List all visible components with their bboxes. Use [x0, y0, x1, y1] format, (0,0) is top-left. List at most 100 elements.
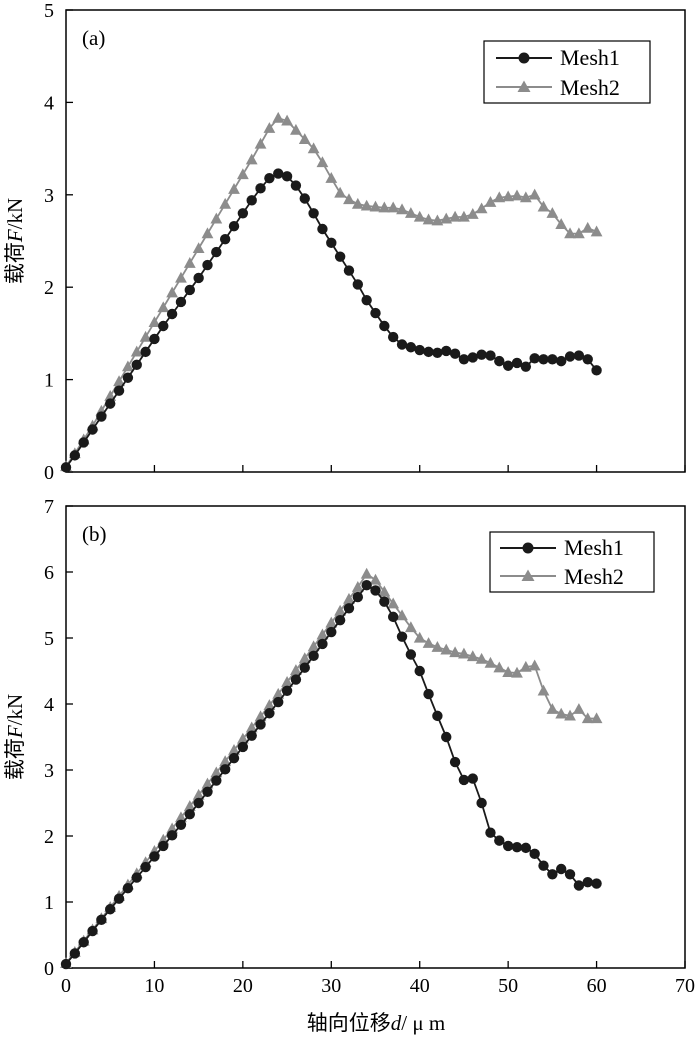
data-point-mesh2: [502, 666, 515, 677]
data-point-mesh1: [334, 251, 346, 262]
data-point-mesh2: [175, 811, 187, 823]
data-point-mesh2: [528, 188, 541, 200]
data-point-mesh1: [96, 411, 107, 422]
data-point-mesh1: [131, 359, 142, 371]
data-point-mesh1: [113, 893, 125, 904]
data-point-mesh2: [343, 193, 355, 205]
data-point-mesh1: [573, 880, 585, 891]
data-point-mesh2: [334, 604, 347, 616]
data-point-mesh2: [272, 687, 285, 699]
data-point-mesh1: [547, 869, 558, 880]
data-point-mesh2: [192, 242, 205, 254]
data-point-mesh1: [299, 193, 310, 204]
data-point-mesh1: [511, 842, 523, 853]
data-point-mesh1: [582, 354, 593, 365]
data-point-mesh1: [78, 437, 89, 448]
y-tick-label: 3: [44, 185, 54, 207]
y-tick-label: 1: [44, 892, 54, 914]
data-point-mesh2: [573, 703, 585, 714]
data-point-mesh1: [511, 357, 523, 369]
data-point-mesh1: [494, 355, 505, 367]
data-point-mesh1: [202, 259, 213, 271]
data-point-mesh2: [245, 153, 258, 165]
x-axis-title-variable: d: [391, 1011, 402, 1035]
data-point-mesh2: [228, 744, 240, 755]
legend-box: [489, 531, 655, 593]
legend-label-mesh1: Mesh1: [564, 535, 624, 560]
data-point-mesh1: [140, 861, 151, 873]
data-point-mesh1: [308, 650, 319, 662]
data-point-mesh2: [263, 699, 276, 710]
y-axis-title-variable: F: [3, 229, 27, 243]
data-point-mesh1: [166, 830, 178, 841]
data-point-mesh1: [396, 631, 408, 642]
data-point-mesh2: [502, 190, 515, 202]
data-point-mesh2: [369, 573, 382, 585]
data-point-mesh1: [467, 352, 478, 363]
data-point-mesh2: [298, 133, 311, 145]
data-point-mesh1: [547, 354, 558, 365]
data-point-mesh1: [299, 662, 310, 673]
data-point-mesh1: [184, 284, 195, 296]
data-point-mesh2: [157, 301, 170, 313]
data-point-mesh1: [308, 208, 319, 219]
x-tick-label: 20: [233, 975, 253, 997]
data-point-mesh1: [184, 809, 195, 820]
data-point-mesh1: [175, 296, 187, 308]
data-point-mesh1: [69, 948, 81, 959]
data-point-mesh1: [211, 775, 222, 786]
x-tick-label: 60: [587, 975, 607, 997]
data-point-mesh1: [326, 237, 337, 249]
data-point-mesh1: [237, 208, 249, 219]
data-point-mesh1: [405, 342, 417, 353]
y-tick-label: 7: [44, 496, 54, 518]
data-point-mesh1: [158, 320, 169, 332]
y-axis-title-unit: /kN: [3, 694, 27, 726]
data-point-mesh2: [413, 631, 426, 643]
data-point-mesh2: [387, 201, 400, 213]
data-point-mesh2: [431, 214, 444, 226]
x-axis-title: 轴向位移d/ μ m: [307, 1011, 445, 1035]
data-point-mesh2: [581, 221, 594, 233]
data-point-mesh2: [130, 345, 143, 357]
data-point-mesh1: [529, 848, 540, 860]
data-point-mesh1: [379, 320, 390, 332]
data-point-mesh2: [263, 122, 276, 133]
data-point-mesh1: [96, 914, 107, 926]
legend: Mesh1 Mesh2: [483, 40, 651, 104]
data-point-mesh1: [352, 591, 364, 603]
data-point-mesh2: [511, 189, 523, 201]
data-point-mesh2: [413, 210, 426, 222]
data-point-mesh2: [475, 202, 488, 214]
data-point-mesh1: [432, 347, 443, 358]
data-point-mesh1: [122, 372, 134, 383]
data-point-mesh1: [317, 223, 328, 235]
data-point-mesh1: [264, 708, 275, 719]
data-point-mesh2: [228, 183, 240, 194]
legend-label-mesh2: Mesh2: [564, 564, 624, 589]
data-point-mesh2: [519, 660, 532, 672]
y-tick-label: 2: [44, 826, 54, 848]
data-point-mesh1: [529, 353, 540, 364]
data-point-mesh1: [193, 797, 204, 809]
data-point-mesh1: [352, 279, 364, 290]
panel-a: 0 1 2 3 4 5 (a) 载荷F/kN Mesh1 Mesh2: [3, 0, 686, 484]
data-point-mesh1: [343, 603, 355, 614]
data-point-mesh1: [273, 696, 284, 708]
data-point-mesh1: [290, 674, 302, 685]
legend-box: [483, 40, 651, 104]
y-tick-label: 3: [44, 760, 54, 782]
data-point-mesh1: [273, 168, 284, 179]
data-point-mesh2: [484, 656, 497, 668]
data-point-mesh2: [166, 286, 178, 298]
data-point-mesh2: [298, 652, 311, 664]
data-point-mesh2: [581, 712, 594, 724]
data-point-mesh2: [493, 661, 506, 673]
data-point-mesh1: [166, 308, 178, 320]
data-point-mesh1: [361, 580, 372, 591]
data-point-mesh2: [290, 664, 302, 675]
data-point-mesh1: [290, 180, 302, 191]
data-point-mesh2: [440, 643, 453, 655]
data-point-mesh2: [528, 659, 541, 671]
data-point-mesh2: [307, 640, 320, 652]
